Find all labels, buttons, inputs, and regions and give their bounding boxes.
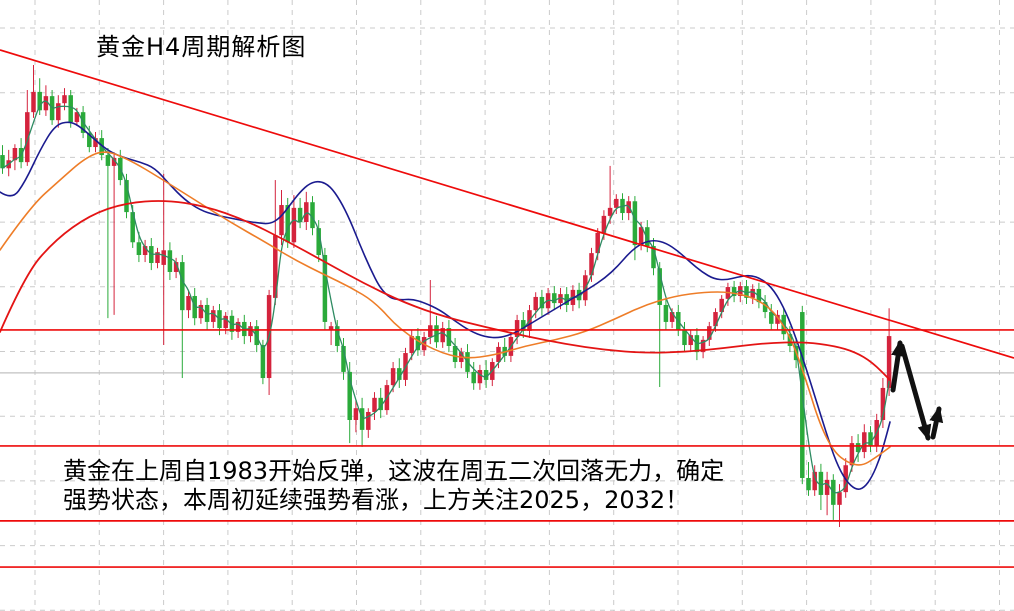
ma-mid-navy xyxy=(0,121,891,490)
annotation-line-1: 黄金在上周自1983开始反弹，这波在周五二次回落无力，确定 xyxy=(63,457,725,485)
ma-slow-orange xyxy=(0,151,891,466)
descending-trend-line xyxy=(0,49,1014,359)
ma-fast-teal xyxy=(1,100,890,494)
ma-slowest-red xyxy=(0,200,891,381)
analysis-annotation: 黄金在上周自1983开始反弹，这波在周五二次回落无力，确定 强势状态，本周初延续… xyxy=(63,457,724,515)
annotation-line-2: 强势状态，本周初延续强势看涨，上方关注2025，2032！ xyxy=(63,486,690,514)
projection-arrow xyxy=(890,340,944,441)
chart-title: 黄金H4周期解析图 xyxy=(96,33,307,61)
